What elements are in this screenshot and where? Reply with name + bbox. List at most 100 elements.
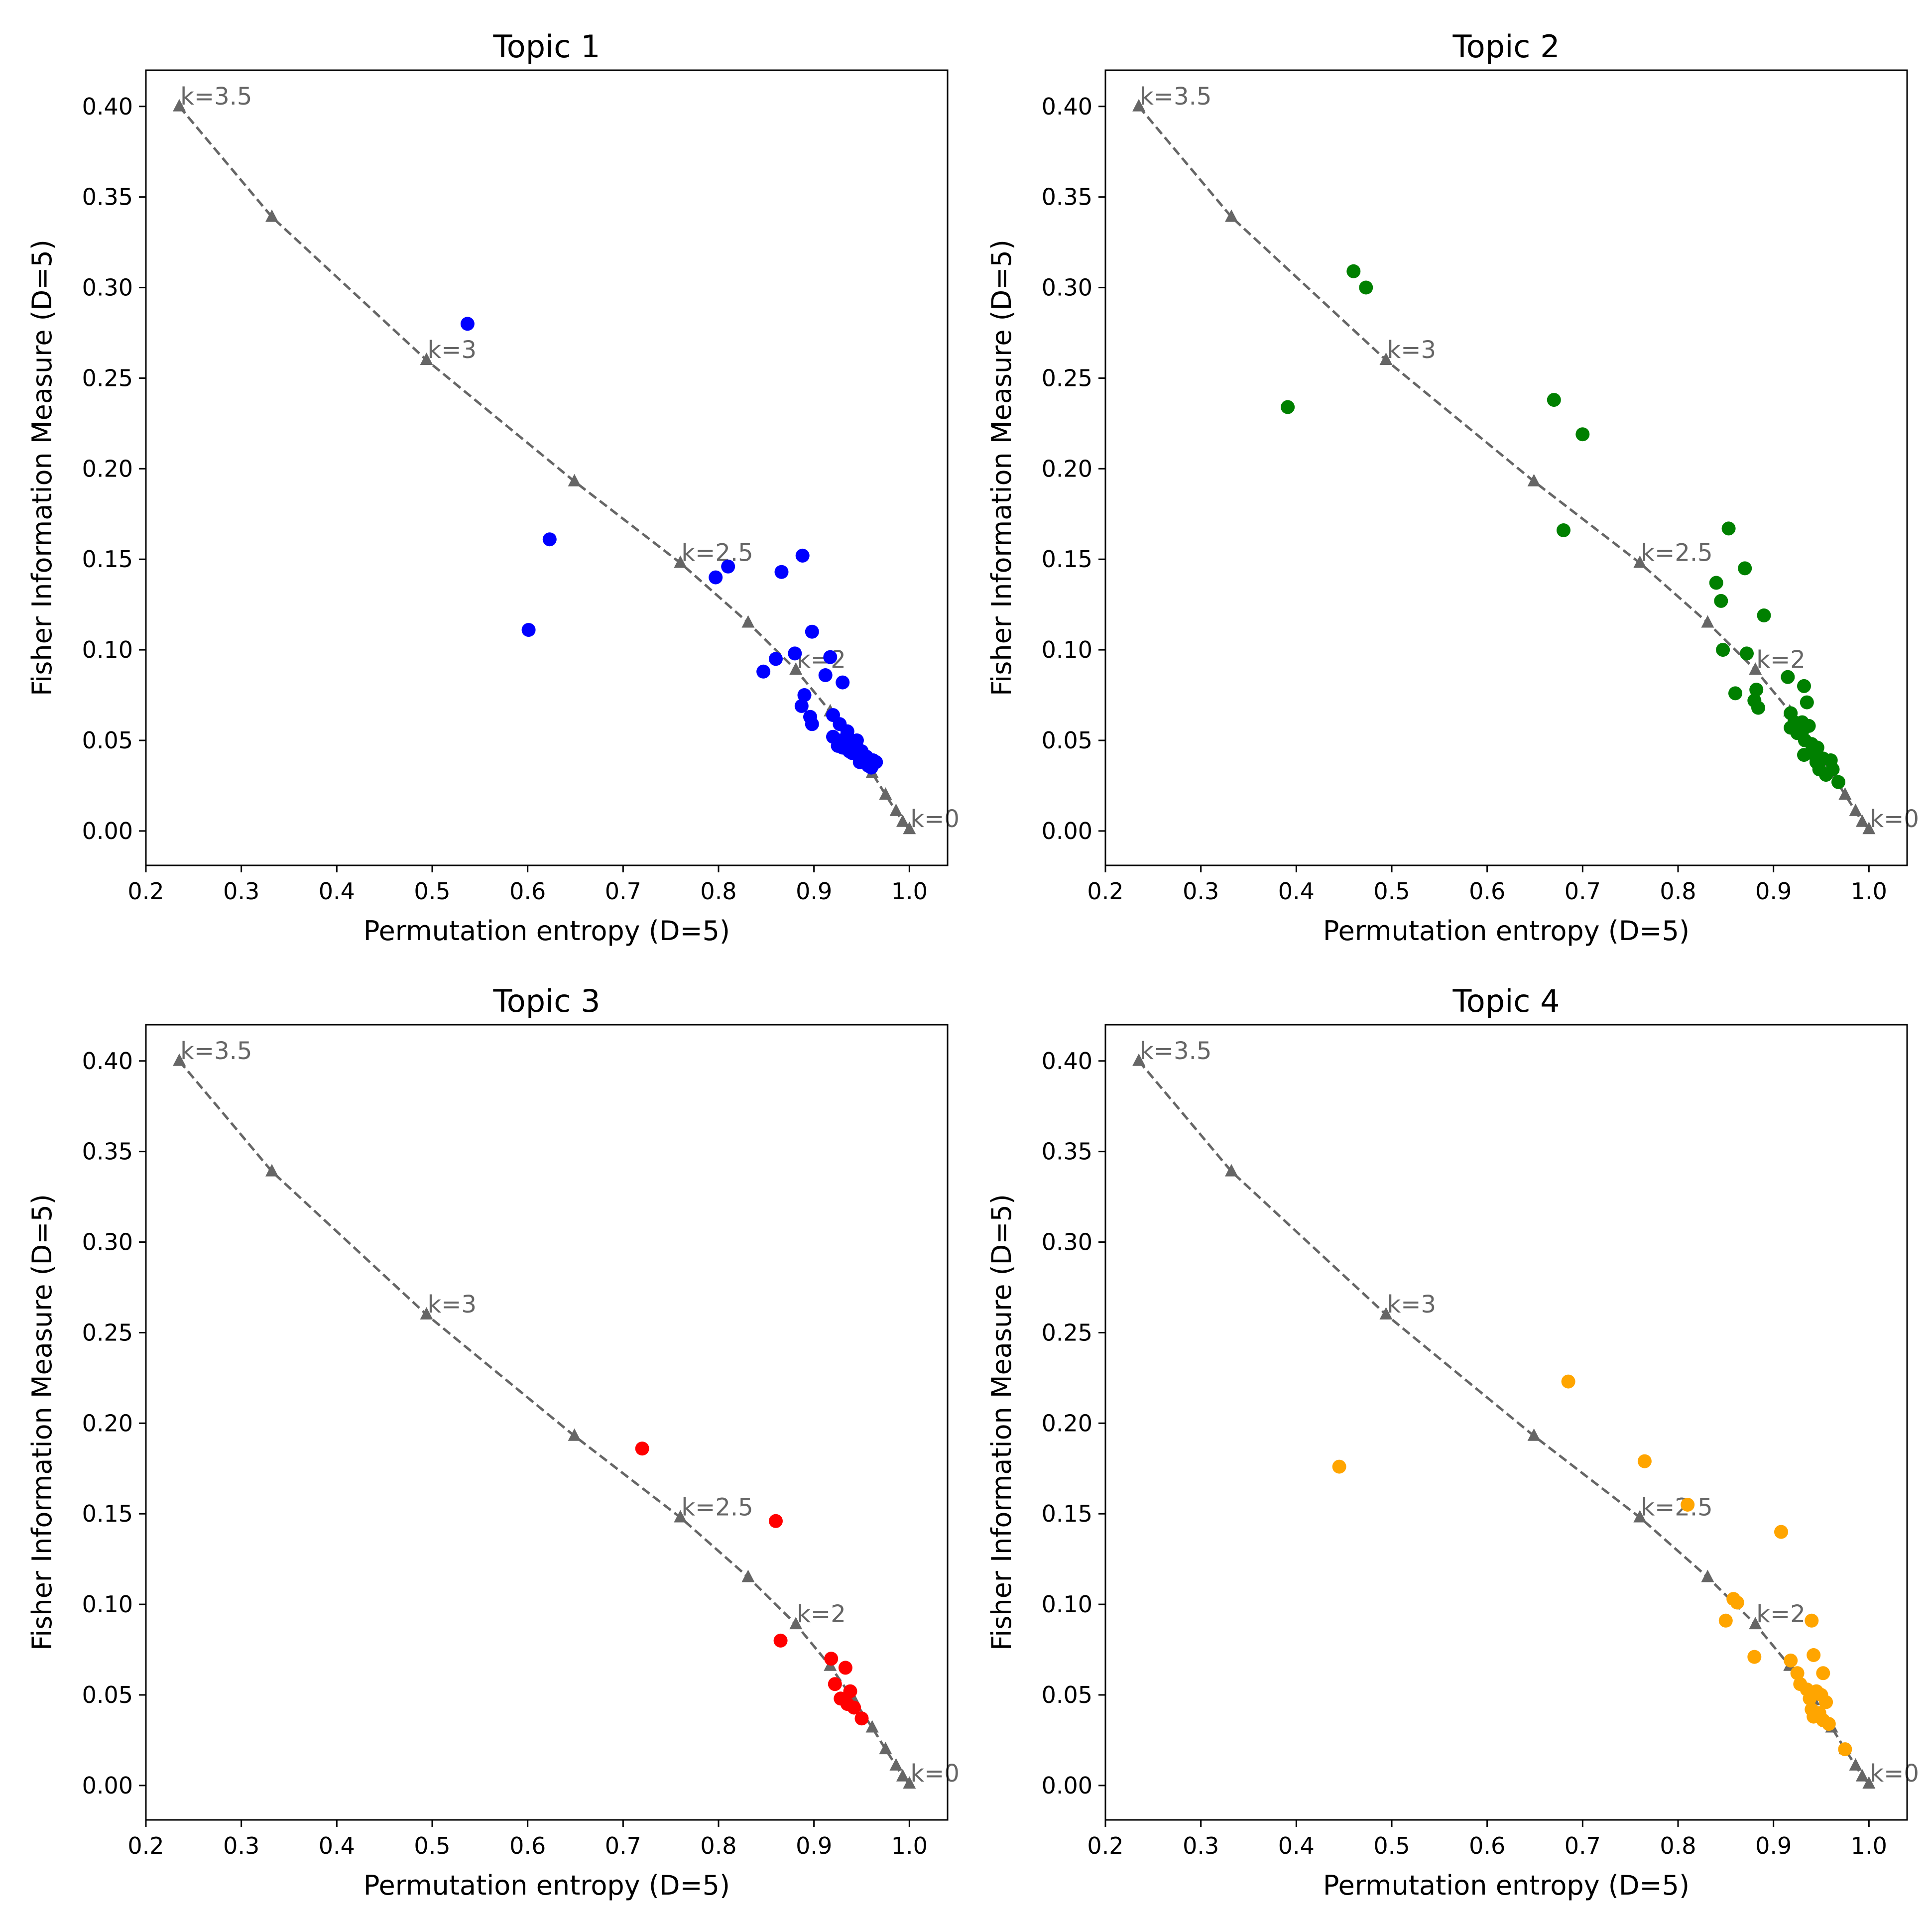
reference-curve-marker	[741, 615, 755, 628]
x-tick-label: 0.5	[1373, 878, 1410, 905]
x-tick-label: 0.5	[414, 1832, 450, 1859]
k-value-label: k=2	[1756, 1600, 1806, 1628]
reference-curve-line	[178, 106, 911, 830]
reference-curve-marker	[896, 1769, 909, 1782]
chart-title: Topic 4	[1452, 983, 1560, 1019]
data-point	[1805, 1613, 1819, 1628]
data-point	[542, 532, 557, 547]
x-tick-label: 0.2	[127, 878, 164, 905]
k-value-label: k=3.5	[1140, 83, 1211, 111]
reference-curve-marker	[1838, 787, 1852, 800]
reference-curve-marker	[1132, 1053, 1146, 1066]
x-tick-label: 0.6	[1469, 878, 1505, 905]
data-point	[1709, 576, 1723, 590]
y-tick-label: 0.05	[82, 1681, 133, 1708]
data-point	[1281, 400, 1295, 414]
data-point	[1774, 1525, 1788, 1539]
y-tick-label: 0.05	[1042, 727, 1092, 754]
y-tick-label: 0.40	[1042, 1048, 1092, 1075]
reference-curve-marker	[265, 1164, 278, 1177]
reference-curve-marker	[789, 1617, 803, 1630]
x-tick-label: 0.4	[319, 878, 355, 905]
x-tick-label: 0.6	[509, 1832, 546, 1859]
y-tick-label: 0.05	[82, 727, 133, 754]
data-point	[774, 565, 789, 579]
y-tick-label: 0.40	[82, 93, 133, 120]
x-tick-label: 0.6	[509, 878, 546, 905]
data-point	[1714, 594, 1728, 608]
reference-curve-line	[178, 1060, 911, 1785]
k-value-label: k=2.5	[681, 1493, 753, 1521]
x-tick-label: 0.5	[1373, 1832, 1410, 1859]
data-point	[794, 699, 809, 713]
reference-curve-marker	[879, 1742, 892, 1755]
x-tick-label: 0.8	[700, 878, 736, 905]
k-value-label: k=2	[1756, 646, 1806, 674]
data-point	[1807, 1648, 1821, 1662]
k-value-label: k=3	[428, 336, 477, 364]
x-tick-label: 0.3	[223, 1832, 259, 1859]
chart-panel-4: Topic 4 0.2 0.3 0.4 0.5 0.6 0.7 0.8 0.9 1.0 0.00 0.…	[986, 983, 1919, 1901]
reference-curve-marker	[420, 1307, 433, 1320]
y-tick-label: 0.25	[82, 364, 133, 391]
k-value-label: k=3	[1387, 1291, 1437, 1318]
data-point	[1795, 724, 1810, 738]
y-tick-label: 0.15	[82, 546, 133, 573]
data-point	[1800, 695, 1814, 710]
reference-curve-marker	[568, 1428, 581, 1441]
reference-curve-marker	[879, 787, 892, 800]
x-tick-label: 0.9	[1755, 878, 1792, 905]
data-point	[1803, 1691, 1817, 1706]
x-axis-label: Permutation entropy (D=5)	[363, 915, 730, 947]
x-tick-label: 0.5	[414, 878, 450, 905]
reference-curve-marker	[1701, 1569, 1714, 1582]
reference-curve-marker	[1862, 822, 1876, 835]
data-point	[847, 1700, 861, 1715]
data-point	[828, 1677, 842, 1691]
reference-curve-marker	[865, 1720, 879, 1733]
data-point	[836, 675, 850, 690]
reference-curve-marker	[1749, 1617, 1762, 1630]
plot-frame	[1104, 1024, 1908, 1821]
x-tick-label: 0.7	[605, 1832, 641, 1859]
plot-frame	[145, 1024, 949, 1821]
data-point	[1332, 1459, 1346, 1474]
data-point	[838, 1661, 852, 1675]
chart-panel-2: Topic 2 0.2 0.3 0.4 0.5 0.6 0.7 0.8 0.9 1.0 0.00 0.…	[986, 28, 1919, 947]
y-tick-label: 0.30	[1042, 1229, 1092, 1256]
data-point	[1749, 683, 1764, 697]
data-point	[709, 570, 723, 585]
data-point	[1738, 561, 1752, 576]
chart-title: Topic 1	[492, 28, 600, 65]
y-tick-label: 0.40	[82, 1048, 133, 1075]
data-point	[1557, 523, 1570, 537]
reference-curve-marker	[1749, 662, 1762, 675]
reference-curve-marker	[896, 814, 909, 827]
reference-curve-marker	[1225, 209, 1238, 222]
data-point	[838, 737, 851, 751]
reference-curve-marker	[741, 1569, 755, 1582]
x-tick-label: 0.4	[1278, 878, 1315, 905]
reference-curve-marker	[1855, 1769, 1869, 1782]
data-point	[1575, 427, 1590, 442]
x-tick-label: 0.3	[1183, 1832, 1219, 1859]
reference-curve-marker	[789, 662, 803, 675]
data-point	[1781, 670, 1795, 684]
y-tick-label: 0.25	[1042, 364, 1092, 391]
k-value-label: k=3.5	[180, 83, 252, 111]
chart-panel-3: Topic 3 0.2 0.3 0.4 0.5 0.6 0.7 0.8 0.9 1.0 0.00 0.…	[26, 983, 960, 1901]
k-value-label: k=2	[797, 1600, 846, 1628]
reference-curve-marker	[1633, 1510, 1647, 1523]
y-tick-label: 0.20	[82, 1410, 133, 1437]
x-tick-label: 0.7	[1565, 1832, 1601, 1859]
y-tick-label: 0.10	[1042, 636, 1092, 663]
y-tick-label: 0.35	[82, 1138, 133, 1165]
data-point	[1797, 679, 1811, 693]
x-tick-label: 0.6	[1469, 1832, 1505, 1859]
y-tick-label: 0.15	[82, 1500, 133, 1527]
data-point	[521, 623, 536, 637]
reference-curve-marker	[1855, 814, 1869, 827]
y-tick-label: 0.20	[1042, 1410, 1092, 1437]
y-tick-label: 0.00	[82, 1772, 133, 1799]
